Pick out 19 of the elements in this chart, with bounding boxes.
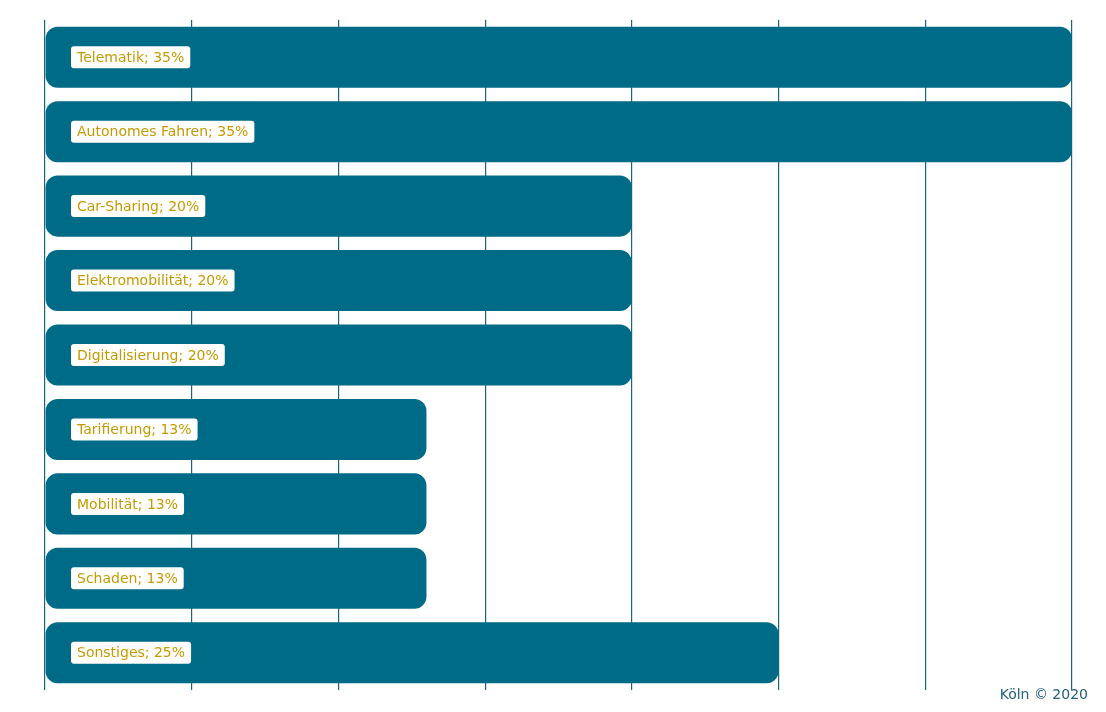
data-label: Autonomes Fahren; 35% <box>77 123 249 140</box>
data-label: Car-Sharing; 20% <box>77 197 200 214</box>
data-label: Elektromobilität; 20% <box>77 272 229 289</box>
bar <box>45 473 427 535</box>
bar <box>45 26 1072 88</box>
data-label: Sonstiges; 25% <box>77 644 186 661</box>
annotation: Köln © 2020 <box>999 686 1088 702</box>
data-label: Mobilität; 13% <box>77 495 179 512</box>
bar <box>45 175 632 237</box>
data-label: Schaden; 13% <box>77 569 178 586</box>
bar <box>45 398 427 460</box>
bar <box>45 622 779 684</box>
bar <box>45 547 427 609</box>
bar <box>45 324 632 386</box>
bar <box>45 250 632 312</box>
data-label: Telematik; 35% <box>76 48 185 65</box>
data-label: Digitalisierung; 20% <box>77 346 219 363</box>
data-label: Tarifierung; 13% <box>76 421 192 438</box>
bar <box>45 101 1072 163</box>
